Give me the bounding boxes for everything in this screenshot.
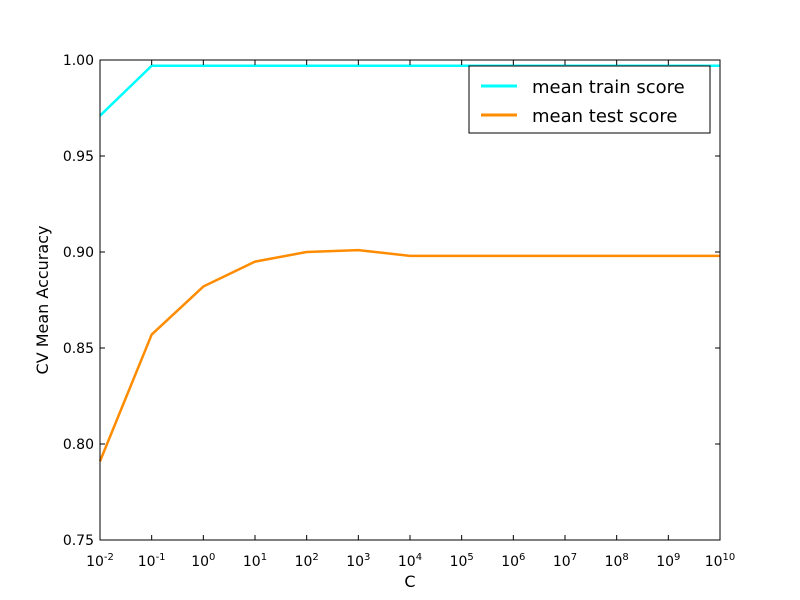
x-tick-base: 10: [553, 554, 571, 570]
x-tick-exponent: 6: [519, 552, 525, 563]
y-tick-label: 0.75: [63, 533, 94, 549]
x-tick-base: 10: [656, 554, 674, 570]
x-tick-base: 10: [450, 554, 468, 570]
x-axis-label: C: [404, 572, 415, 591]
x-tick-label: 10-2: [86, 552, 114, 570]
y-tick-label: 0.80: [63, 437, 94, 453]
x-tick-exponent: -2: [104, 552, 114, 563]
x-tick-label: 104: [398, 552, 422, 570]
y-tick-label: 0.95: [63, 149, 94, 165]
x-tick-exponent: 9: [674, 552, 680, 563]
legend-label-test: mean test score: [532, 106, 677, 127]
x-tick-base: 10: [191, 554, 209, 570]
x-tick-label: 103: [346, 552, 370, 570]
x-tick-label: 105: [450, 552, 474, 570]
x-tick-exponent: 3: [364, 552, 370, 563]
x-tick-exponent: 8: [622, 552, 628, 563]
x-tick-label: 106: [501, 552, 525, 570]
y-axis-label: CV Mean Accuracy: [33, 226, 52, 375]
x-tick-base: 10: [138, 554, 156, 570]
x-tick-exponent: 5: [467, 552, 473, 563]
x-tick-base: 10: [705, 554, 723, 570]
legend-label-train: mean train score: [532, 77, 685, 98]
x-tick-label: 101: [243, 552, 267, 570]
x-tick-label: 108: [605, 552, 629, 570]
x-tick-label: 100: [191, 552, 215, 570]
x-tick-label: 1010: [705, 552, 736, 570]
x-tick-exponent: 4: [416, 552, 422, 563]
x-tick-exponent: 7: [571, 552, 577, 563]
x-tick-exponent: -1: [156, 552, 166, 563]
x-tick-label: 107: [553, 552, 577, 570]
x-tick-label: 109: [656, 552, 680, 570]
x-tick-base: 10: [243, 554, 261, 570]
x-tick-label: 10-1: [138, 552, 166, 570]
x-tick-base: 10: [86, 554, 104, 570]
y-tick-label: 1.00: [63, 53, 94, 69]
series-line-test: [98, 248, 720, 462]
x-tick-base: 10: [605, 554, 623, 570]
x-tick-base: 10: [295, 554, 313, 570]
x-tick-base: 10: [398, 554, 416, 570]
x-tick-exponent: 0: [209, 552, 215, 563]
x-tick-exponent: 1: [261, 552, 267, 563]
x-tick-base: 10: [346, 554, 364, 570]
x-tick-base: 10: [501, 554, 519, 570]
legend-box: [468, 65, 711, 134]
x-tick-label: 102: [295, 552, 319, 570]
x-tick-exponent: 10: [723, 552, 736, 563]
legend: mean train score mean test score: [468, 65, 711, 134]
y-tick-label: 0.85: [63, 341, 94, 357]
y-tick-label: 0.90: [63, 245, 94, 261]
x-tick-exponent: 2: [312, 552, 318, 563]
